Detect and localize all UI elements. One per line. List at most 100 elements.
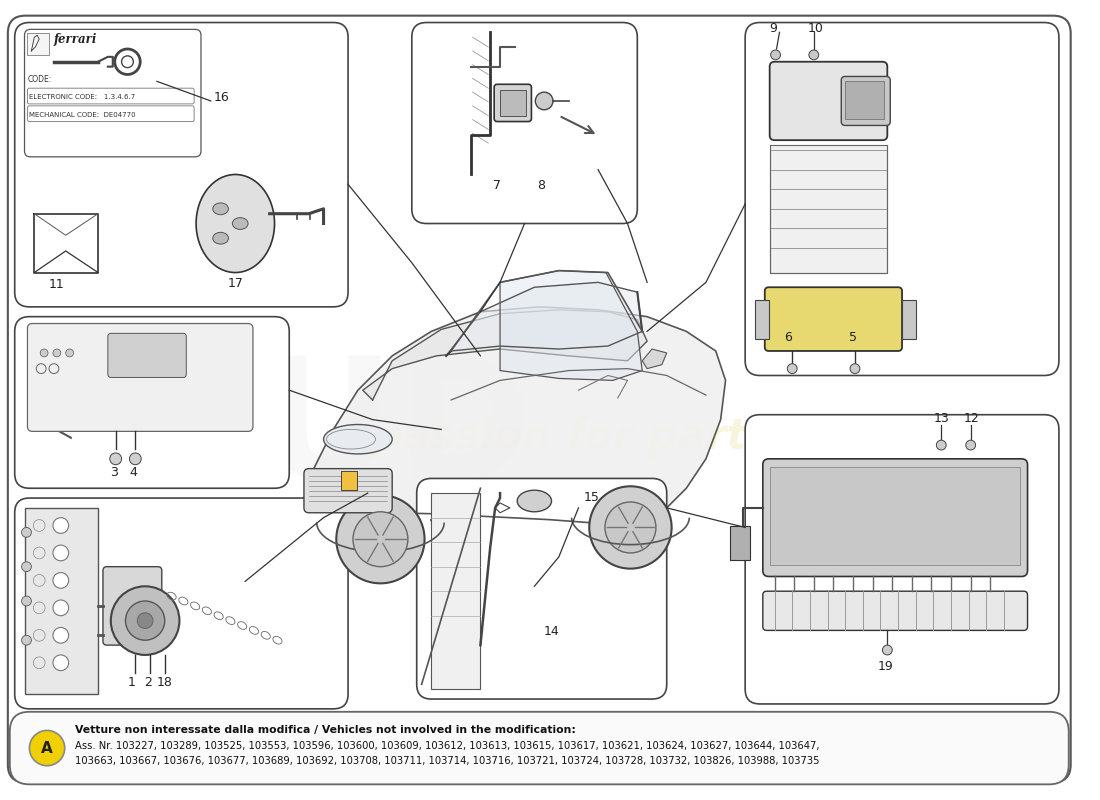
Circle shape — [138, 613, 153, 629]
FancyBboxPatch shape — [103, 566, 162, 645]
Circle shape — [111, 586, 179, 655]
Text: 2: 2 — [144, 676, 152, 690]
Text: 9: 9 — [770, 22, 778, 35]
Text: CODE:: CODE: — [28, 75, 52, 84]
Ellipse shape — [323, 425, 393, 454]
Text: 3: 3 — [110, 466, 118, 479]
Text: 5: 5 — [849, 331, 857, 344]
Text: A: A — [41, 741, 53, 755]
FancyBboxPatch shape — [730, 526, 750, 560]
FancyBboxPatch shape — [28, 34, 50, 55]
FancyBboxPatch shape — [411, 22, 637, 223]
FancyBboxPatch shape — [28, 323, 253, 431]
FancyBboxPatch shape — [842, 77, 890, 126]
Text: 103663, 103667, 103676, 103677, 103689, 103692, 103708, 103711, 103714, 103716, : 103663, 103667, 103676, 103677, 103689, … — [75, 756, 820, 766]
FancyBboxPatch shape — [770, 466, 1020, 565]
Circle shape — [788, 364, 798, 374]
FancyBboxPatch shape — [745, 414, 1059, 704]
Circle shape — [53, 545, 68, 561]
FancyBboxPatch shape — [24, 508, 98, 694]
Polygon shape — [363, 310, 647, 400]
FancyBboxPatch shape — [431, 493, 481, 690]
FancyBboxPatch shape — [304, 469, 393, 513]
Text: 15: 15 — [583, 491, 600, 504]
Text: Ass. Nr. 103227, 103289, 103525, 103553, 103596, 103600, 103609, 103612, 103613,: Ass. Nr. 103227, 103289, 103525, 103553,… — [75, 742, 820, 751]
Text: 8: 8 — [537, 179, 546, 192]
FancyBboxPatch shape — [762, 459, 1027, 577]
Circle shape — [22, 596, 32, 606]
Text: 17: 17 — [228, 278, 243, 290]
FancyBboxPatch shape — [770, 62, 888, 140]
Text: MECHANICAL CODE:  DE04770: MECHANICAL CODE: DE04770 — [30, 112, 136, 118]
Text: 13: 13 — [934, 411, 949, 425]
Circle shape — [53, 573, 68, 588]
Circle shape — [337, 495, 425, 583]
Circle shape — [936, 440, 946, 450]
Circle shape — [882, 645, 892, 655]
Circle shape — [771, 50, 781, 60]
Circle shape — [41, 349, 48, 357]
Circle shape — [53, 518, 68, 534]
FancyBboxPatch shape — [14, 498, 348, 709]
Circle shape — [122, 56, 133, 68]
FancyBboxPatch shape — [762, 591, 1027, 630]
Ellipse shape — [212, 232, 229, 244]
FancyBboxPatch shape — [8, 16, 1070, 782]
Circle shape — [130, 453, 141, 465]
Circle shape — [966, 440, 976, 450]
Text: 19: 19 — [878, 660, 893, 673]
Text: EUD: EUD — [147, 350, 535, 514]
Text: 14: 14 — [544, 626, 560, 638]
Text: 7: 7 — [493, 179, 502, 192]
Circle shape — [30, 730, 65, 766]
Circle shape — [536, 92, 553, 110]
Circle shape — [53, 349, 60, 357]
Circle shape — [66, 349, 74, 357]
Ellipse shape — [196, 174, 275, 273]
Circle shape — [850, 364, 860, 374]
Circle shape — [605, 502, 656, 553]
Circle shape — [22, 562, 32, 571]
Circle shape — [53, 600, 68, 616]
FancyBboxPatch shape — [108, 334, 186, 378]
FancyBboxPatch shape — [28, 88, 194, 104]
FancyBboxPatch shape — [764, 287, 902, 351]
Circle shape — [110, 453, 122, 465]
Text: 11: 11 — [50, 278, 65, 291]
Polygon shape — [447, 282, 642, 356]
Ellipse shape — [212, 203, 229, 214]
FancyBboxPatch shape — [14, 22, 348, 307]
Ellipse shape — [232, 218, 249, 230]
Text: 1: 1 — [128, 676, 135, 690]
Circle shape — [22, 527, 32, 538]
Text: passion for parts since 1: passion for parts since 1 — [373, 416, 952, 458]
FancyBboxPatch shape — [745, 22, 1059, 375]
FancyBboxPatch shape — [845, 82, 884, 118]
FancyBboxPatch shape — [24, 30, 201, 157]
FancyBboxPatch shape — [494, 84, 531, 122]
FancyBboxPatch shape — [14, 317, 289, 488]
Text: Vetture non interessate dalla modifica / Vehicles not involved in the modificati: Vetture non interessate dalla modifica /… — [75, 725, 575, 734]
Text: 12: 12 — [964, 411, 980, 425]
FancyBboxPatch shape — [902, 300, 916, 339]
FancyBboxPatch shape — [417, 478, 667, 699]
Circle shape — [53, 655, 68, 670]
Polygon shape — [304, 307, 726, 522]
FancyBboxPatch shape — [341, 470, 356, 490]
Circle shape — [353, 512, 408, 566]
Polygon shape — [642, 349, 667, 369]
Text: 18: 18 — [157, 676, 173, 690]
Polygon shape — [500, 270, 642, 380]
Circle shape — [808, 50, 818, 60]
Circle shape — [590, 486, 672, 569]
Ellipse shape — [517, 490, 551, 512]
Text: ELECTRONIC CODE:   1.3.4.6.7: ELECTRONIC CODE: 1.3.4.6.7 — [30, 94, 135, 100]
Text: ferrari: ferrari — [54, 33, 97, 46]
Text: 4: 4 — [130, 466, 138, 479]
FancyBboxPatch shape — [770, 145, 888, 273]
FancyBboxPatch shape — [500, 90, 526, 116]
Text: 6: 6 — [784, 331, 792, 344]
Circle shape — [53, 627, 68, 643]
FancyBboxPatch shape — [10, 712, 1069, 784]
FancyBboxPatch shape — [28, 106, 194, 122]
